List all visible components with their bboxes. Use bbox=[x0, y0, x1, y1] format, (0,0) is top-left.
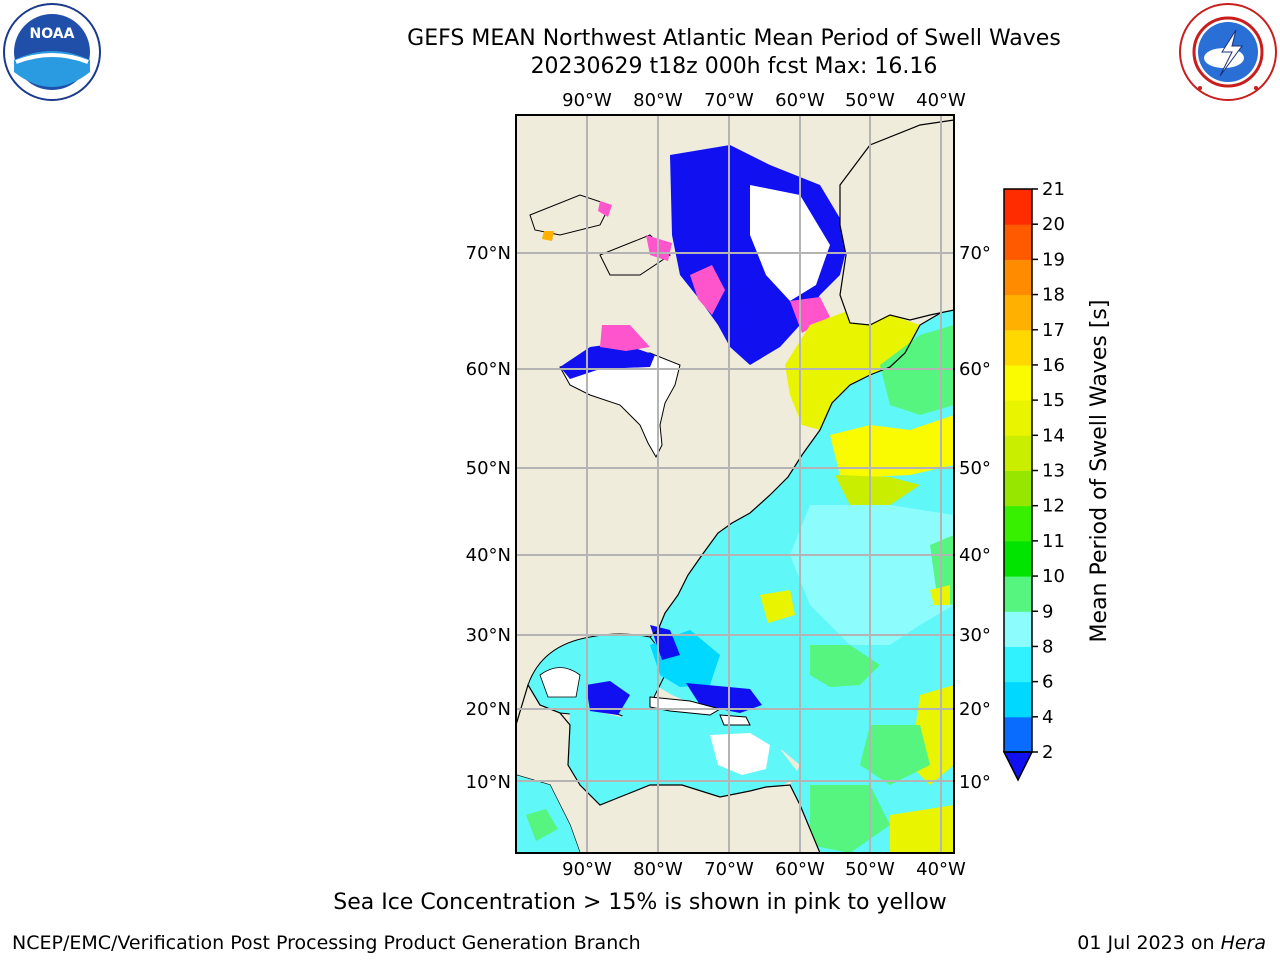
lat-label-right: 30°N bbox=[959, 625, 990, 646]
lat-label-left: 50°N bbox=[466, 458, 511, 479]
colorbar-tick-label: 14 bbox=[1042, 425, 1065, 446]
colorbar-tick-label: 6 bbox=[1042, 672, 1053, 693]
colorbar-tick-label: 17 bbox=[1042, 320, 1065, 341]
lon-label-bottom: 90°W bbox=[562, 859, 612, 880]
colorbar-segment bbox=[1004, 259, 1032, 296]
lon-label-top: 40°W bbox=[916, 90, 966, 111]
graticule bbox=[516, 115, 954, 853]
lon-label-top: 50°W bbox=[845, 90, 895, 111]
map-frame bbox=[515, 114, 955, 854]
lat-label-right: 40°N bbox=[959, 545, 990, 566]
colorbar-label: Mean Period of Swell Waves [s] bbox=[1087, 300, 1112, 643]
colorbar-segment bbox=[1004, 329, 1032, 366]
colorbar-tick-label: 8 bbox=[1042, 636, 1053, 657]
lon-label-bottom: 60°W bbox=[775, 859, 825, 880]
lon-label-bottom: 80°W bbox=[633, 859, 683, 880]
greenland-coast bbox=[839, 119, 954, 326]
colorbar-under-arrow bbox=[1002, 751, 1034, 782]
noaa-logo-text: NOAA bbox=[30, 26, 75, 42]
north-america-coast bbox=[701, 304, 954, 556]
colorbar-segment bbox=[1004, 364, 1032, 401]
colorbar-tick-label: 19 bbox=[1042, 249, 1065, 270]
colorbar-tick-label: 21 bbox=[1042, 179, 1065, 200]
lon-label-top: 80°W bbox=[633, 90, 683, 111]
colorbar-segment bbox=[1004, 189, 1032, 225]
colorbar-tick-label: 9 bbox=[1042, 601, 1053, 622]
colorbar-segment bbox=[1004, 435, 1032, 471]
colorbar-tick-label: 15 bbox=[1042, 390, 1065, 411]
lon-label-top: 90°W bbox=[562, 90, 612, 111]
colorbar-segment bbox=[1004, 400, 1032, 436]
colorbar-tick-label: 10 bbox=[1042, 566, 1065, 587]
colorbar-tick-label: 4 bbox=[1042, 707, 1053, 728]
colorbar-segment bbox=[1004, 294, 1032, 331]
colorbar-tick-label: 12 bbox=[1042, 496, 1065, 517]
map-subtitle: 20230629 t18z 000h fcst Max: 16.16 bbox=[530, 54, 938, 79]
colorbar-segment bbox=[1004, 224, 1032, 260]
lat-label-right: 70°N bbox=[959, 243, 990, 264]
lat-label-left: 10°N bbox=[466, 772, 511, 793]
lon-label-top: 70°W bbox=[704, 90, 754, 111]
footer-credit: NCEP/EMC/Verification Post Processing Pr… bbox=[12, 932, 641, 954]
colorbar-segment bbox=[1004, 505, 1032, 542]
colorbar-segment bbox=[1004, 540, 1032, 577]
lat-label-right: 50°N bbox=[959, 458, 990, 479]
footer-date: 01 Jul 2023 on Hera bbox=[1077, 932, 1266, 954]
colorbar-tick-label: 20 bbox=[1042, 214, 1065, 235]
colorbar-segment bbox=[1004, 646, 1032, 683]
colorbar: 2 4 6 8 9 10 11 12 13 14 15 16 17 18 19 20 21 Mean Perio… bbox=[1002, 179, 1112, 782]
lat-label-left: 70°N bbox=[466, 243, 511, 264]
lon-label-bottom: 50°W bbox=[845, 859, 895, 880]
footer-host: Hera bbox=[1220, 932, 1266, 954]
sea-ice-note: Sea Ice Concentration > 15% is shown in … bbox=[333, 890, 947, 915]
lon-label-bottom: 40°W bbox=[916, 859, 966, 880]
colorbar-tick-label: 11 bbox=[1042, 531, 1065, 552]
colorbar-tick-label: 2 bbox=[1042, 742, 1053, 763]
colorbar-segment bbox=[1004, 576, 1032, 612]
lon-label-top: 60°W bbox=[775, 90, 825, 111]
lat-label-right: 10°N bbox=[959, 772, 990, 793]
lat-label-left: 20°N bbox=[466, 699, 511, 720]
swell-period-map: 90°W 80°W 70°W 60°W 50°W 40°W 90°W 80°W … bbox=[466, 90, 990, 880]
lat-label-left: 30°N bbox=[466, 625, 511, 646]
colorbar-segment bbox=[1004, 470, 1032, 507]
colorbar-segment bbox=[1004, 681, 1032, 718]
hudson-bay bbox=[559, 352, 681, 459]
colorbar-segment bbox=[1004, 611, 1032, 647]
colorbar-tick-label: 16 bbox=[1042, 355, 1065, 376]
colorbar-tick-label: 18 bbox=[1042, 285, 1065, 306]
lon-label-bottom: 70°W bbox=[704, 859, 754, 880]
lat-label-left: 60°N bbox=[466, 359, 511, 380]
lat-label-right: 60°N bbox=[959, 359, 990, 380]
nws-logo-icon bbox=[1179, 3, 1277, 101]
map-title: GEFS MEAN Northwest Atlantic Mean Period… bbox=[407, 26, 1061, 51]
lat-label-right: 20°N bbox=[959, 699, 990, 720]
lat-label-left: 40°N bbox=[466, 545, 511, 566]
noaa-logo-icon: NOAA bbox=[3, 3, 101, 101]
footer-date-text: 01 Jul 2023 on bbox=[1077, 932, 1221, 954]
colorbar-segment bbox=[1004, 716, 1032, 753]
colorbar-tick-label: 13 bbox=[1042, 461, 1065, 482]
